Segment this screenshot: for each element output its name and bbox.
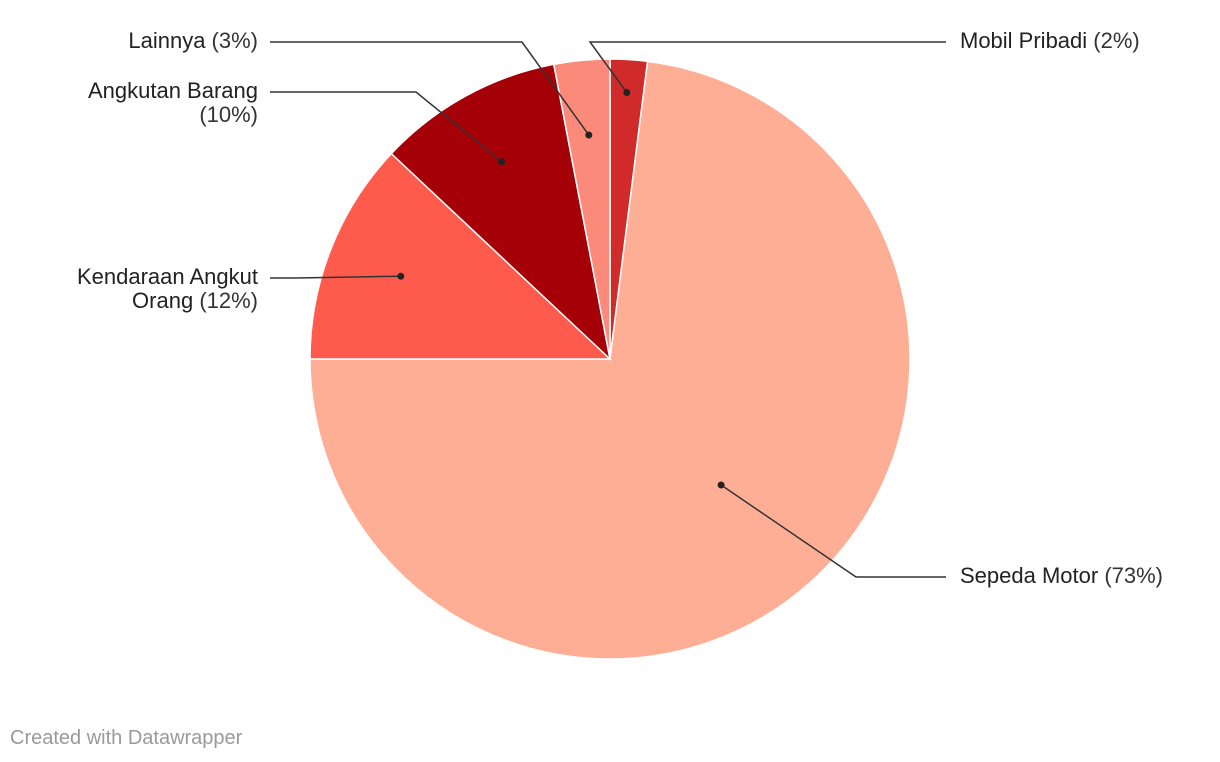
slice-label-kendaraan-angkut-orang: Kendaraan Angkut Orang (12%) xyxy=(77,264,258,313)
leader-dot-mobil-pribadi xyxy=(623,89,631,96)
pie-slice-kendaraan-angkut-orang xyxy=(309,152,612,360)
slice-label-sepeda-motor: Sepeda Motor (73%) xyxy=(960,563,1163,588)
leader-line-angkutan-barang xyxy=(270,91,503,163)
leader-dot-angkutan-barang xyxy=(498,158,506,166)
leader-line-sepeda-motor xyxy=(720,484,946,578)
pie-slice-sepeda-motor xyxy=(309,60,911,660)
leader-line-mobil-pribadi xyxy=(588,41,946,93)
leader-line-lainnya xyxy=(270,41,590,136)
leader-dot-kendaraan-angkut-orang xyxy=(397,272,405,280)
leader-dot-lainnya xyxy=(585,131,593,139)
slice-label-lainnya: Lainnya (3%) xyxy=(128,28,258,53)
leader-dot-sepeda-motor xyxy=(717,481,725,489)
slice-labels: Mobil Pribadi (2%) Sepeda Motor (73%) Kend… xyxy=(77,28,1163,588)
footer-credit: Created with Datawrapper xyxy=(10,727,243,749)
slice-label-mobil-pribadi: Mobil Pribadi (2%) xyxy=(960,28,1140,53)
leader-lines xyxy=(270,41,946,578)
pie-slices xyxy=(309,58,911,660)
leader-line-kendaraan-angkut-orang xyxy=(270,275,401,279)
slice-label-angkutan-barang: Angkutan Barang (10%) xyxy=(88,78,258,127)
pie-slice-lainnya xyxy=(552,58,611,360)
